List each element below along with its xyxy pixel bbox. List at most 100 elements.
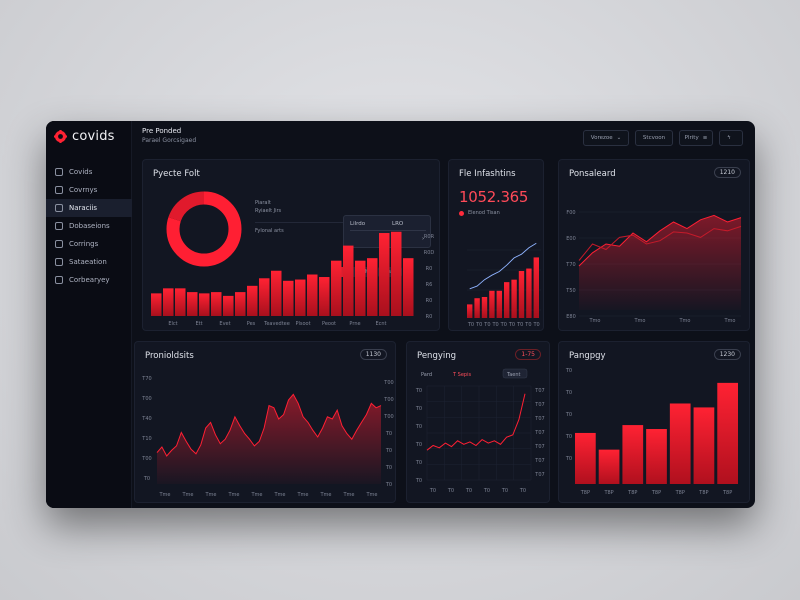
y-tick-label: T0 [565, 456, 572, 462]
history-badge[interactable]: 1130 [359, 349, 387, 360]
chip-label: T Sepis [452, 372, 471, 378]
x-tick-label: Tmo [634, 318, 646, 324]
y-tick-label: F00 [566, 210, 575, 216]
overview-title: Pyecte Folt [153, 169, 200, 179]
grid-icon [55, 168, 63, 176]
y-tick-label: R6 [426, 282, 433, 288]
bar [187, 292, 198, 316]
chevron-down-icon: ⌄ [616, 135, 622, 141]
x-tick-label: T0 [483, 322, 490, 328]
bar [693, 407, 715, 484]
x-tick-label: T0 [491, 322, 498, 328]
x-tick-label: Elct [168, 321, 177, 327]
sidebar-item-3[interactable]: Dobaseions [46, 217, 132, 235]
y-tick-label: T40 [141, 416, 151, 422]
chip-2[interactable]: Taent [502, 368, 528, 379]
x-tick-label: Tmo [724, 318, 736, 324]
y-tick-label: T0 [415, 460, 422, 466]
x-tick-label: T0 [516, 322, 523, 328]
bar [199, 293, 210, 316]
sidebar-item-1[interactable]: Covrnys [46, 181, 132, 199]
sidebar-item-label: Corbearyey [69, 276, 110, 284]
sidebar-item-0[interactable]: Covids [46, 163, 132, 181]
top-control-3[interactable]: ϟ [719, 130, 743, 146]
chip-label: Taent [506, 372, 521, 378]
y-tick-label: E00 [566, 236, 576, 242]
sidebar-item-label: Covids [69, 168, 93, 176]
sidebar-item-5[interactable]: Sataeation [46, 253, 132, 271]
bar [307, 274, 318, 316]
y-tick-label: T07 [534, 444, 544, 450]
trend-title: Ponsaleard [569, 169, 616, 179]
legend-dot-icon [459, 210, 464, 216]
bar [598, 449, 620, 484]
x-tick-label: Tme [319, 492, 331, 498]
chip-0[interactable]: Pard [421, 372, 432, 378]
x-tick-label: T8P [722, 490, 732, 496]
donut-label-3: Fylonal arts [255, 228, 284, 234]
x-tick-label: T0 [429, 488, 436, 494]
sidebar: covids Covids Covrnys Naraciis Dobaseions Co… [46, 121, 132, 508]
bar [151, 293, 162, 316]
bar [474, 298, 480, 318]
x-tick-label: Tme [365, 492, 377, 498]
bolt-icon: ϟ [727, 135, 731, 141]
app-name: covids [72, 129, 115, 144]
y-tick-label: T0 [385, 465, 392, 471]
y-tick-label: T70 [141, 376, 151, 382]
page-title: Pre Ponded [142, 127, 182, 135]
y-tick-label: T0 [415, 388, 422, 394]
sidebar-item-2[interactable]: Naraciis [46, 199, 132, 217]
bar [575, 432, 596, 484]
x-tick-label: T8P [675, 490, 685, 496]
page-header: Pre Ponded Parael Gorcsigaed [142, 127, 196, 144]
sidebar-item-4[interactable]: Corrings [46, 235, 132, 253]
sidebar-item-label: Dobaseions [69, 222, 110, 230]
bar [403, 258, 414, 316]
overview-bar-chart: Elct Ett Evet Pes Teavedtee Plsoot Peoot Prne Ec… [151, 231, 435, 327]
y-tick-label: R0 [426, 266, 433, 272]
y-tick-label: T00 [383, 380, 393, 386]
bar [622, 425, 644, 484]
trend-badge[interactable]: 1210 [713, 167, 741, 178]
pen-icon [55, 276, 63, 284]
sidebar-item-6[interactable]: Corbearyey [46, 271, 132, 289]
app-window: covids Covids Covrnys Naraciis Dobaseions Co… [46, 121, 755, 508]
y-tick-label: R0 [426, 298, 433, 304]
bar [295, 279, 306, 316]
y-tick-label: T10 [141, 436, 151, 442]
bar [235, 292, 246, 316]
sidebar-item-label: Naraciis [69, 204, 98, 212]
x-tick-label: T0 [519, 488, 526, 494]
top-control-label: Plrity [684, 135, 699, 141]
top-control-1[interactable]: Stcvoon [635, 130, 673, 146]
bar [163, 288, 174, 316]
sliders-icon: ≡ [702, 135, 708, 141]
sidebar-nav: Covids Covrnys Naraciis Dobaseions Corrings S… [46, 163, 132, 289]
x-tick-label: Tmo [679, 318, 691, 324]
metric-title: Fle Infashtins [459, 169, 516, 179]
pangry-card: Pangpgy 1230 T0 T0 T0 T0 T0 T8P T8P T8P T8P T8P T8… [558, 341, 750, 503]
pengying-chart: Pard T Sepis Taent T0 T0 T0 T0 T0 T0 T07 T07 T07 T07… [415, 368, 545, 494]
x-tick-label: T0 [465, 488, 472, 494]
x-tick-label: Peoot [322, 321, 336, 327]
y-tick-label: T07 [534, 430, 544, 436]
y-tick-label: T0 [415, 406, 422, 412]
logo[interactable]: covids [54, 129, 115, 144]
top-control-0[interactable]: Vorezoe ⌄ [583, 130, 629, 146]
metric-chart: T0 T0 T0 T0 T0 T0 T0 T0 T0 [467, 242, 541, 328]
top-control-2[interactable]: Plrity ≡ [679, 130, 713, 146]
chip-1[interactable]: T Sepis [452, 372, 471, 378]
trend-card: Ponsaleard 1210 F00 E00 T70 T50 E80 Tmo Tmo Tmo… [558, 159, 750, 331]
bar [496, 290, 502, 318]
page-subtitle: Parael Gorcsigaed [142, 137, 197, 144]
pengying-badge[interactable]: 1-75 [515, 349, 541, 360]
sidebar-item-label: Covrnys [69, 186, 98, 194]
bar [533, 257, 539, 318]
overview-tab-2[interactable]: Pean [378, 267, 403, 277]
metric-value: 1052.365 [459, 188, 529, 206]
series-line [156, 393, 382, 457]
bar [259, 278, 270, 316]
pangry-badge[interactable]: 1230 [713, 349, 741, 360]
y-tick-label: T0 [565, 434, 572, 440]
